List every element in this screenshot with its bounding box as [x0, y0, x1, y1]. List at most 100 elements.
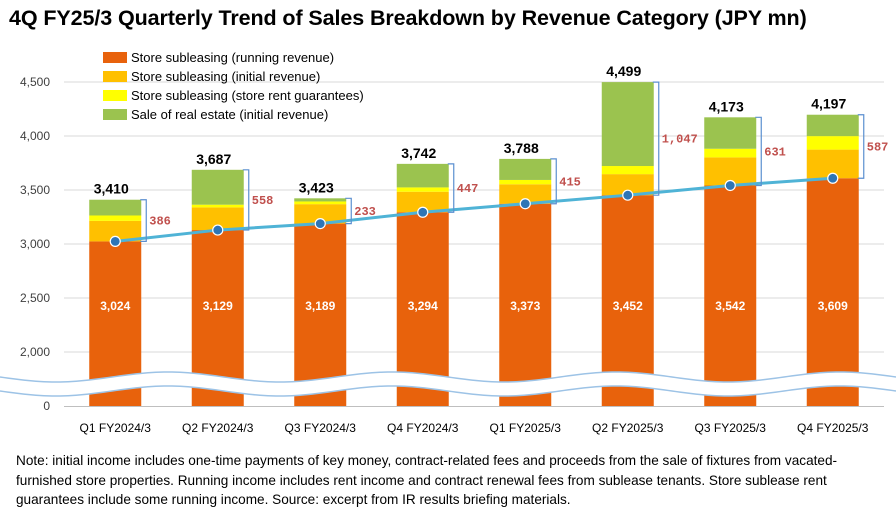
bar-segment [396, 191, 449, 213]
bar-segment [499, 203, 552, 406]
difference-label: 415 [559, 175, 581, 189]
total-value-label: 3,423 [299, 179, 334, 195]
difference-bracket [140, 199, 147, 243]
difference-bracket [755, 116, 762, 187]
bar-segment [704, 117, 757, 149]
bar-segment [806, 114, 859, 137]
y-tick-label: 3,000 [20, 237, 50, 251]
difference-bracket [857, 114, 865, 179]
chart-title: 4Q FY25/3 Quarterly Trend of Sales Break… [9, 6, 807, 30]
x-tick-label: Q3 FY2025/3 [695, 421, 767, 435]
running-value-label: 3,609 [818, 299, 848, 313]
trend-point [622, 189, 634, 201]
legend-swatch [103, 71, 127, 82]
legend-label: Store subleasing (initial revenue) [131, 69, 320, 84]
bar-segment [601, 166, 654, 175]
axis-break-band [0, 372, 896, 396]
difference-bracket [242, 169, 250, 231]
bar-segment [704, 148, 757, 158]
data-labels: 3,024 3,410 386 3,129 3,687 558 3,189 3,423 233 3… [94, 63, 889, 313]
running-value-label: 3,452 [613, 299, 643, 313]
bar-segment [601, 195, 654, 406]
difference-bracket [550, 158, 557, 205]
total-value-label: 4,197 [811, 96, 846, 112]
bar-segment [294, 201, 347, 205]
total-value-label: 4,499 [606, 63, 641, 79]
bar-segment [294, 198, 347, 202]
trend-point [519, 198, 531, 210]
legend-label: Store subleasing (running revenue) [131, 50, 334, 65]
axis-break [0, 371, 896, 397]
difference-label: 1,047 [662, 133, 698, 147]
running-value-label: 3,129 [203, 299, 233, 313]
trend-point [109, 235, 121, 248]
total-value-label: 4,173 [709, 98, 744, 114]
legend-swatch [103, 109, 127, 120]
trend-line-path [115, 176, 833, 243]
bar-segment [191, 207, 244, 231]
difference-bracket [447, 163, 455, 213]
bar-segment [89, 215, 142, 221]
difference-label: 558 [252, 194, 274, 208]
axis-break-edge [0, 371, 896, 383]
trend-point [417, 206, 429, 218]
trend-point [724, 179, 736, 192]
running-value-label: 3,373 [510, 299, 540, 313]
bar-segment [396, 163, 449, 188]
bar-segment [191, 169, 244, 205]
difference-label: 631 [764, 145, 786, 159]
running-value-label: 3,024 [100, 299, 130, 313]
y-tick-label: 2,000 [20, 345, 50, 359]
bar-segment [89, 220, 142, 242]
total-value-label: 3,788 [504, 140, 539, 156]
difference-bracket [345, 197, 352, 225]
total-value-label: 3,742 [401, 145, 436, 161]
legend-label: Sale of real estate (initial revenue) [131, 107, 328, 122]
bar-segment [499, 179, 552, 185]
legend-swatch [103, 90, 127, 101]
bar-segment [396, 187, 449, 192]
bar-segment [601, 174, 654, 196]
total-value-label: 3,410 [94, 181, 129, 197]
stacked-bar-chart: 0 2,000 2,500 3,000 3,500 4,000 4,500 Q1 FY2024… [0, 50, 896, 435]
x-tick-label: Q2 FY2025/3 [592, 421, 664, 435]
axis-break-edge [0, 385, 896, 397]
bar-segment [499, 158, 552, 180]
chart-note: Note: initial income includes one-time p… [16, 453, 838, 507]
trend-point [314, 217, 326, 230]
y-tick-label: 3,500 [20, 183, 50, 197]
bar-segment [806, 136, 859, 150]
y-tick-label: 4,000 [20, 129, 50, 143]
bar-segment [704, 185, 757, 406]
x-tick-label: Q1 FY2024/3 [80, 421, 152, 435]
x-tick-label: Q1 FY2025/3 [490, 421, 562, 435]
y-tick-label: 2,500 [20, 291, 50, 305]
total-value-label: 3,687 [196, 151, 231, 167]
y-tick-label: 4,500 [20, 75, 50, 89]
bar-segment [806, 178, 859, 406]
trend-point [827, 172, 839, 184]
bar-segment [294, 223, 347, 406]
bar-segment [294, 204, 347, 224]
axes: 0 2,000 2,500 3,000 3,500 4,000 4,500 Q1 FY2024… [20, 75, 884, 435]
difference-label: 233 [354, 205, 376, 219]
trend-line [109, 172, 839, 248]
bar-segment [601, 82, 654, 167]
difference-label: 587 [867, 140, 889, 154]
x-tick-label: Q4 FY2025/3 [797, 421, 869, 435]
bar-segment [89, 199, 142, 216]
running-value-label: 3,189 [305, 299, 335, 313]
legend: Store subleasing (running revenue) Store … [103, 50, 364, 122]
running-value-label: 3,294 [408, 299, 438, 313]
trend-point [212, 224, 224, 236]
legend-swatch [103, 52, 127, 63]
difference-bracket [652, 81, 660, 196]
x-tick-label: Q4 FY2024/3 [387, 421, 459, 435]
difference-label: 386 [149, 215, 171, 229]
x-tick-label: Q3 FY2024/3 [285, 421, 357, 435]
legend-label: Store subleasing (store rent guarantees) [131, 88, 364, 103]
difference-label: 447 [457, 182, 479, 196]
bar-segment [191, 204, 244, 208]
y-tick-label: 0 [43, 399, 50, 413]
bar-segment [499, 184, 552, 204]
